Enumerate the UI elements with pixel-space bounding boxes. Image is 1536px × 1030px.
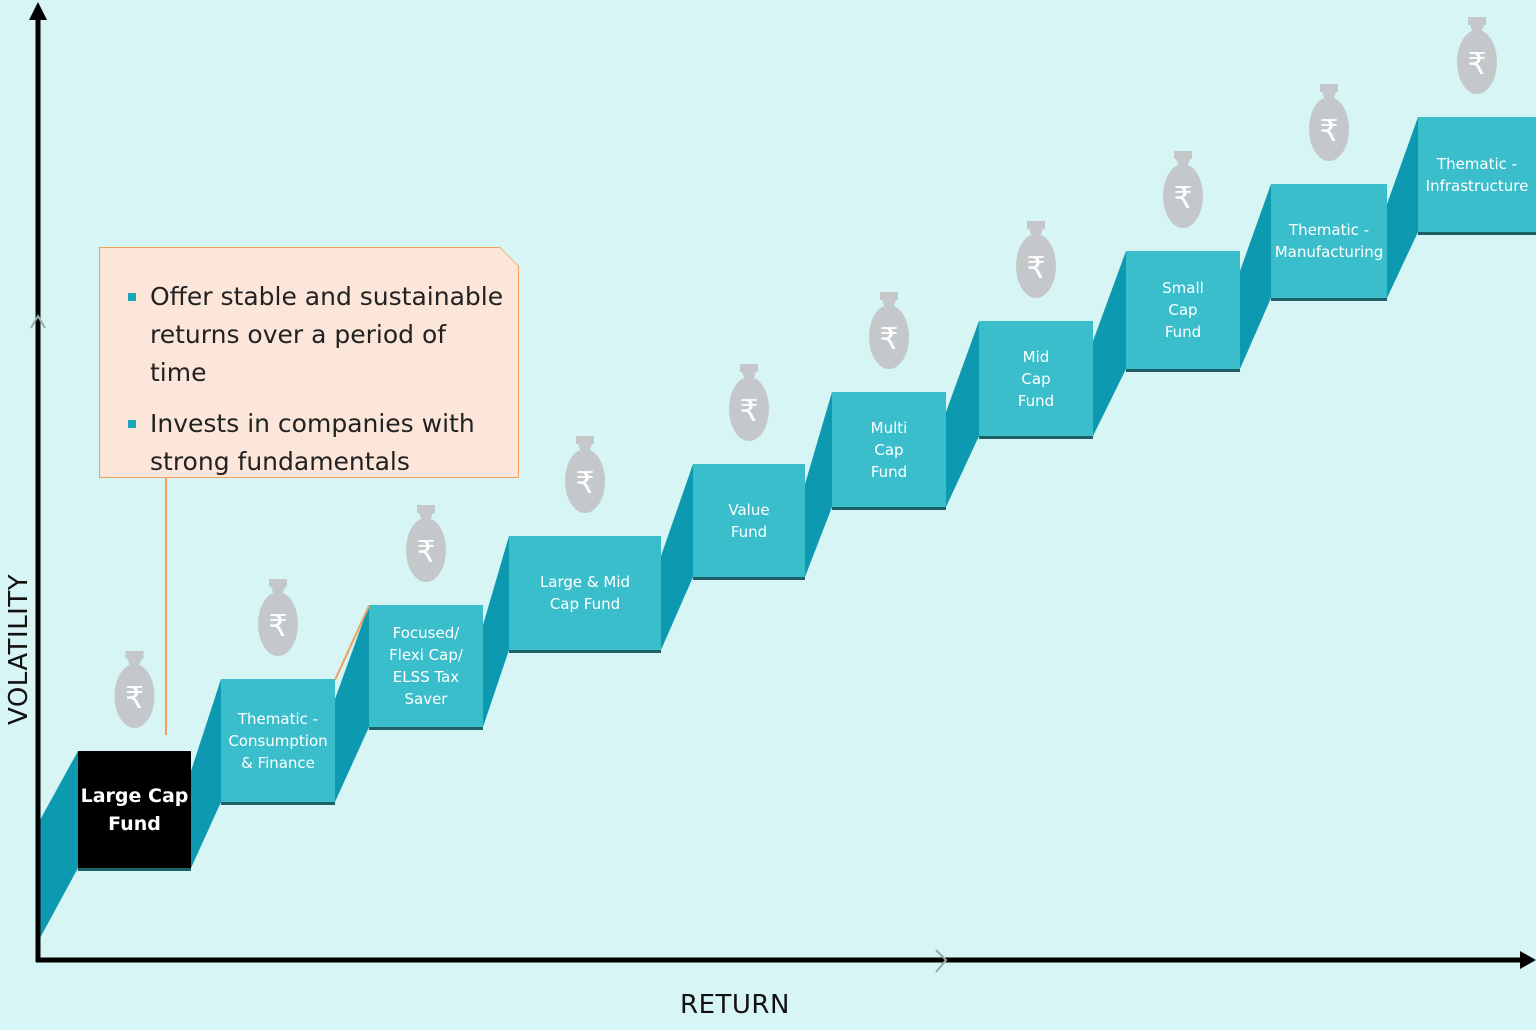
rupee-money-bag-icon: ₹ [729,364,769,441]
step-face [832,392,946,507]
step-face [979,321,1093,436]
rupee-money-bag-icon: ₹ [1163,151,1203,228]
faint-arrow [30,314,46,329]
rupee-money-bag-icon: ₹ [114,651,155,728]
step-label: Mid Cap Fund [1017,347,1055,410]
step-shadow [693,576,805,580]
step-shadow [1271,297,1387,301]
step-side [805,392,832,577]
step-label: Thematic - Infrastructure [1425,154,1529,195]
rupee-symbol: ₹ [575,466,594,501]
step-side [335,605,369,802]
step-label: Small Cap Fund [1162,279,1204,341]
step-shadow [979,435,1093,439]
square-bullet-icon [128,293,136,301]
step-shadow [832,506,946,510]
rupee-symbol: ₹ [1026,251,1045,286]
rupee-symbol: ₹ [125,681,144,716]
callout-connector [165,478,167,735]
step-side [1387,117,1418,298]
rupee-money-bag-icon: ₹ [1309,84,1349,161]
rupee-money-bag-icon: ₹ [406,505,446,582]
callout-points: Offer stable and sustainable returns ove… [100,248,518,478]
step-shadow [1126,368,1240,372]
rupee-symbol: ₹ [268,609,287,644]
step-label: Value Fund [728,500,770,541]
rupee-money-bag-icon: ₹ [1016,221,1056,298]
step-shadow [1418,231,1536,235]
rupee-symbol: ₹ [416,535,435,570]
step-label: Large & Mid Cap Fund [539,573,631,613]
rupee-symbol: ₹ [1173,181,1192,216]
step-face [78,751,191,868]
x-axis-arrow [1520,951,1536,969]
step-label: Thematic - Consumption & Finance [228,709,328,772]
step-side [40,751,78,938]
faint-arrow [935,949,948,973]
step-side [191,679,221,868]
callout-box: Offer stable and sustainable returns ove… [99,247,519,478]
step-shadow [369,726,483,730]
rupee-symbol: ₹ [879,322,898,357]
rupee-symbol: ₹ [739,394,758,429]
callout-point: Invests in companies with strong fundame… [128,405,508,478]
step-side [661,464,693,650]
rupee-symbol: ₹ [1467,47,1486,82]
y-axis-label: VOLATILITY [4,573,34,725]
step-face [1418,117,1536,232]
rupee-symbol: ₹ [1319,114,1338,149]
step-face [693,464,805,577]
x-axis-label: RETURN [680,990,790,1020]
step-label: Focused/ Flexi Cap/ ELSS Tax Saver [389,624,463,708]
rupee-money-bag-icon: ₹ [1457,17,1497,94]
step-shadow [78,867,191,871]
step-side [946,321,979,507]
step-side [483,536,509,727]
rupee-money-bag-icon: ₹ [565,436,605,513]
square-bullet-icon [128,420,136,428]
callout-point: Offer stable and sustainable returns ove… [128,278,508,392]
rupee-money-bag-icon: ₹ [869,292,909,369]
step-label: Large Cap Fund [80,784,189,835]
step-face [1126,251,1240,369]
y-axis-arrow [29,2,47,20]
rupee-money-bag-icon: ₹ [258,579,298,656]
step-face [369,605,483,727]
highlight-edge [334,605,370,681]
step-shadow [221,801,335,805]
step-shadow [509,649,661,653]
step-face [509,536,661,650]
step-side [1240,184,1271,369]
step-face [221,679,335,802]
step-face [1271,184,1387,298]
step-label: Multi Cap Fund [870,418,908,481]
step-side [1093,251,1126,436]
step-label: Thematic - Manufacturing [1274,221,1384,261]
